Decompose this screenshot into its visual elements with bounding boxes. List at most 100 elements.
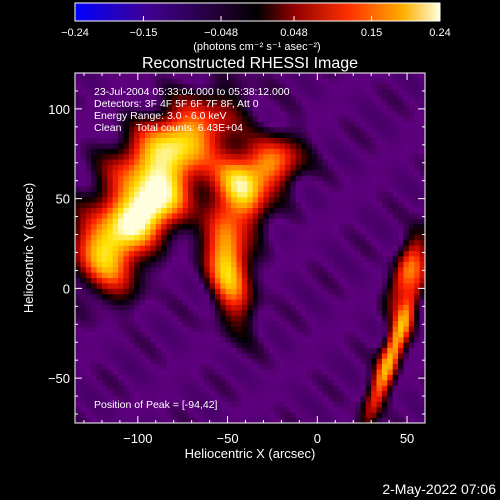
image-pixel: [209, 347, 216, 354]
image-pixel: [317, 304, 324, 311]
image-pixel: [279, 320, 286, 327]
image-pixel: [317, 196, 324, 203]
image-pixel: [387, 320, 394, 327]
image-pixel: [311, 196, 318, 203]
image-pixel: [322, 148, 329, 155]
image-pixel: [177, 239, 184, 246]
image-pixel: [134, 401, 141, 408]
image-pixel: [134, 396, 141, 402]
image-pixel: [198, 105, 205, 112]
image-pixel: [252, 288, 259, 295]
image-pixel: [193, 272, 200, 279]
image-pixel: [290, 266, 297, 273]
image-pixel: [155, 358, 162, 365]
image-pixel: [285, 363, 291, 370]
image-pixel: [371, 132, 377, 139]
image-pixel: [161, 126, 167, 133]
image-pixel: [161, 234, 167, 241]
image-pixel: [139, 250, 146, 257]
image-pixel: [376, 374, 383, 381]
image-pixel: [349, 110, 356, 117]
image-pixel: [231, 116, 237, 122]
image-pixel: [220, 132, 227, 139]
image-pixel: [161, 396, 167, 402]
image-pixel: [338, 417, 345, 423]
image-pixel: [139, 326, 146, 332]
image-pixel: [220, 347, 227, 354]
image-pixel: [355, 358, 361, 365]
image-pixel: [75, 385, 81, 392]
image-pixel: [408, 148, 415, 155]
image-pixel: [328, 180, 334, 187]
image-pixel: [209, 94, 216, 101]
image-pixel: [365, 116, 372, 122]
image-pixel: [258, 293, 264, 300]
image-pixel: [398, 266, 404, 273]
image-pixel: [150, 320, 157, 327]
image-pixel: [252, 180, 259, 187]
image-pixel: [139, 229, 146, 235]
image-pixel: [118, 406, 124, 413]
image-pixel: [263, 256, 270, 262]
image-pixel: [107, 164, 114, 171]
image-pixel: [209, 218, 216, 225]
image-pixel: [311, 223, 318, 230]
image-pixel: [328, 304, 334, 311]
image-pixel: [80, 191, 87, 198]
image-pixel: [252, 326, 259, 332]
image-pixel: [398, 363, 404, 370]
image-pixel: [155, 78, 162, 85]
image-pixel: [258, 186, 264, 192]
image-pixel: [241, 299, 248, 305]
image-pixel: [91, 417, 97, 423]
image-pixel: [333, 363, 340, 370]
image-pixel: [182, 121, 189, 128]
image-pixel: [155, 121, 162, 128]
image-pixel: [188, 143, 194, 149]
image-pixel: [419, 401, 425, 408]
image-pixel: [301, 412, 307, 419]
image-pixel: [198, 261, 205, 268]
image-pixel: [236, 229, 243, 235]
image-pixel: [414, 320, 421, 327]
image-pixel: [177, 342, 184, 349]
image-pixel: [263, 94, 270, 101]
image-pixel: [360, 401, 367, 408]
image-pixel: [236, 202, 243, 209]
image-pixel: [198, 379, 205, 386]
image-pixel: [285, 336, 291, 343]
image-pixel: [381, 396, 388, 402]
image-pixel: [101, 73, 108, 79]
image-pixel: [268, 283, 275, 289]
image-pixel: [252, 110, 259, 117]
image-pixel: [349, 73, 356, 79]
image-pixel: [231, 223, 237, 230]
image-pixel: [139, 309, 146, 316]
image-pixel: [285, 196, 291, 203]
image-pixel: [166, 250, 173, 257]
image-pixel: [360, 315, 367, 322]
image-pixel: [328, 148, 334, 155]
image-pixel: [414, 186, 421, 192]
image-pixel: [225, 326, 232, 332]
image-pixel: [241, 169, 248, 176]
image-pixel: [419, 293, 425, 300]
image-pixel: [344, 121, 351, 128]
image-pixel: [107, 277, 114, 284]
image-pixel: [285, 83, 291, 90]
image-pixel: [317, 223, 324, 230]
image-pixel: [193, 245, 200, 252]
image-pixel: [371, 417, 377, 423]
image-pixel: [290, 229, 297, 235]
image-pixel: [274, 143, 281, 149]
image-pixel: [215, 105, 221, 112]
image-pixel: [166, 342, 173, 349]
image-pixel: [123, 363, 130, 370]
image-pixel: [177, 132, 184, 139]
image-pixel: [338, 412, 345, 419]
image-pixel: [171, 143, 178, 149]
image-pixel: [91, 78, 97, 85]
image-pixel: [349, 353, 356, 359]
image-pixel: [365, 363, 372, 370]
image-pixel: [139, 266, 146, 273]
